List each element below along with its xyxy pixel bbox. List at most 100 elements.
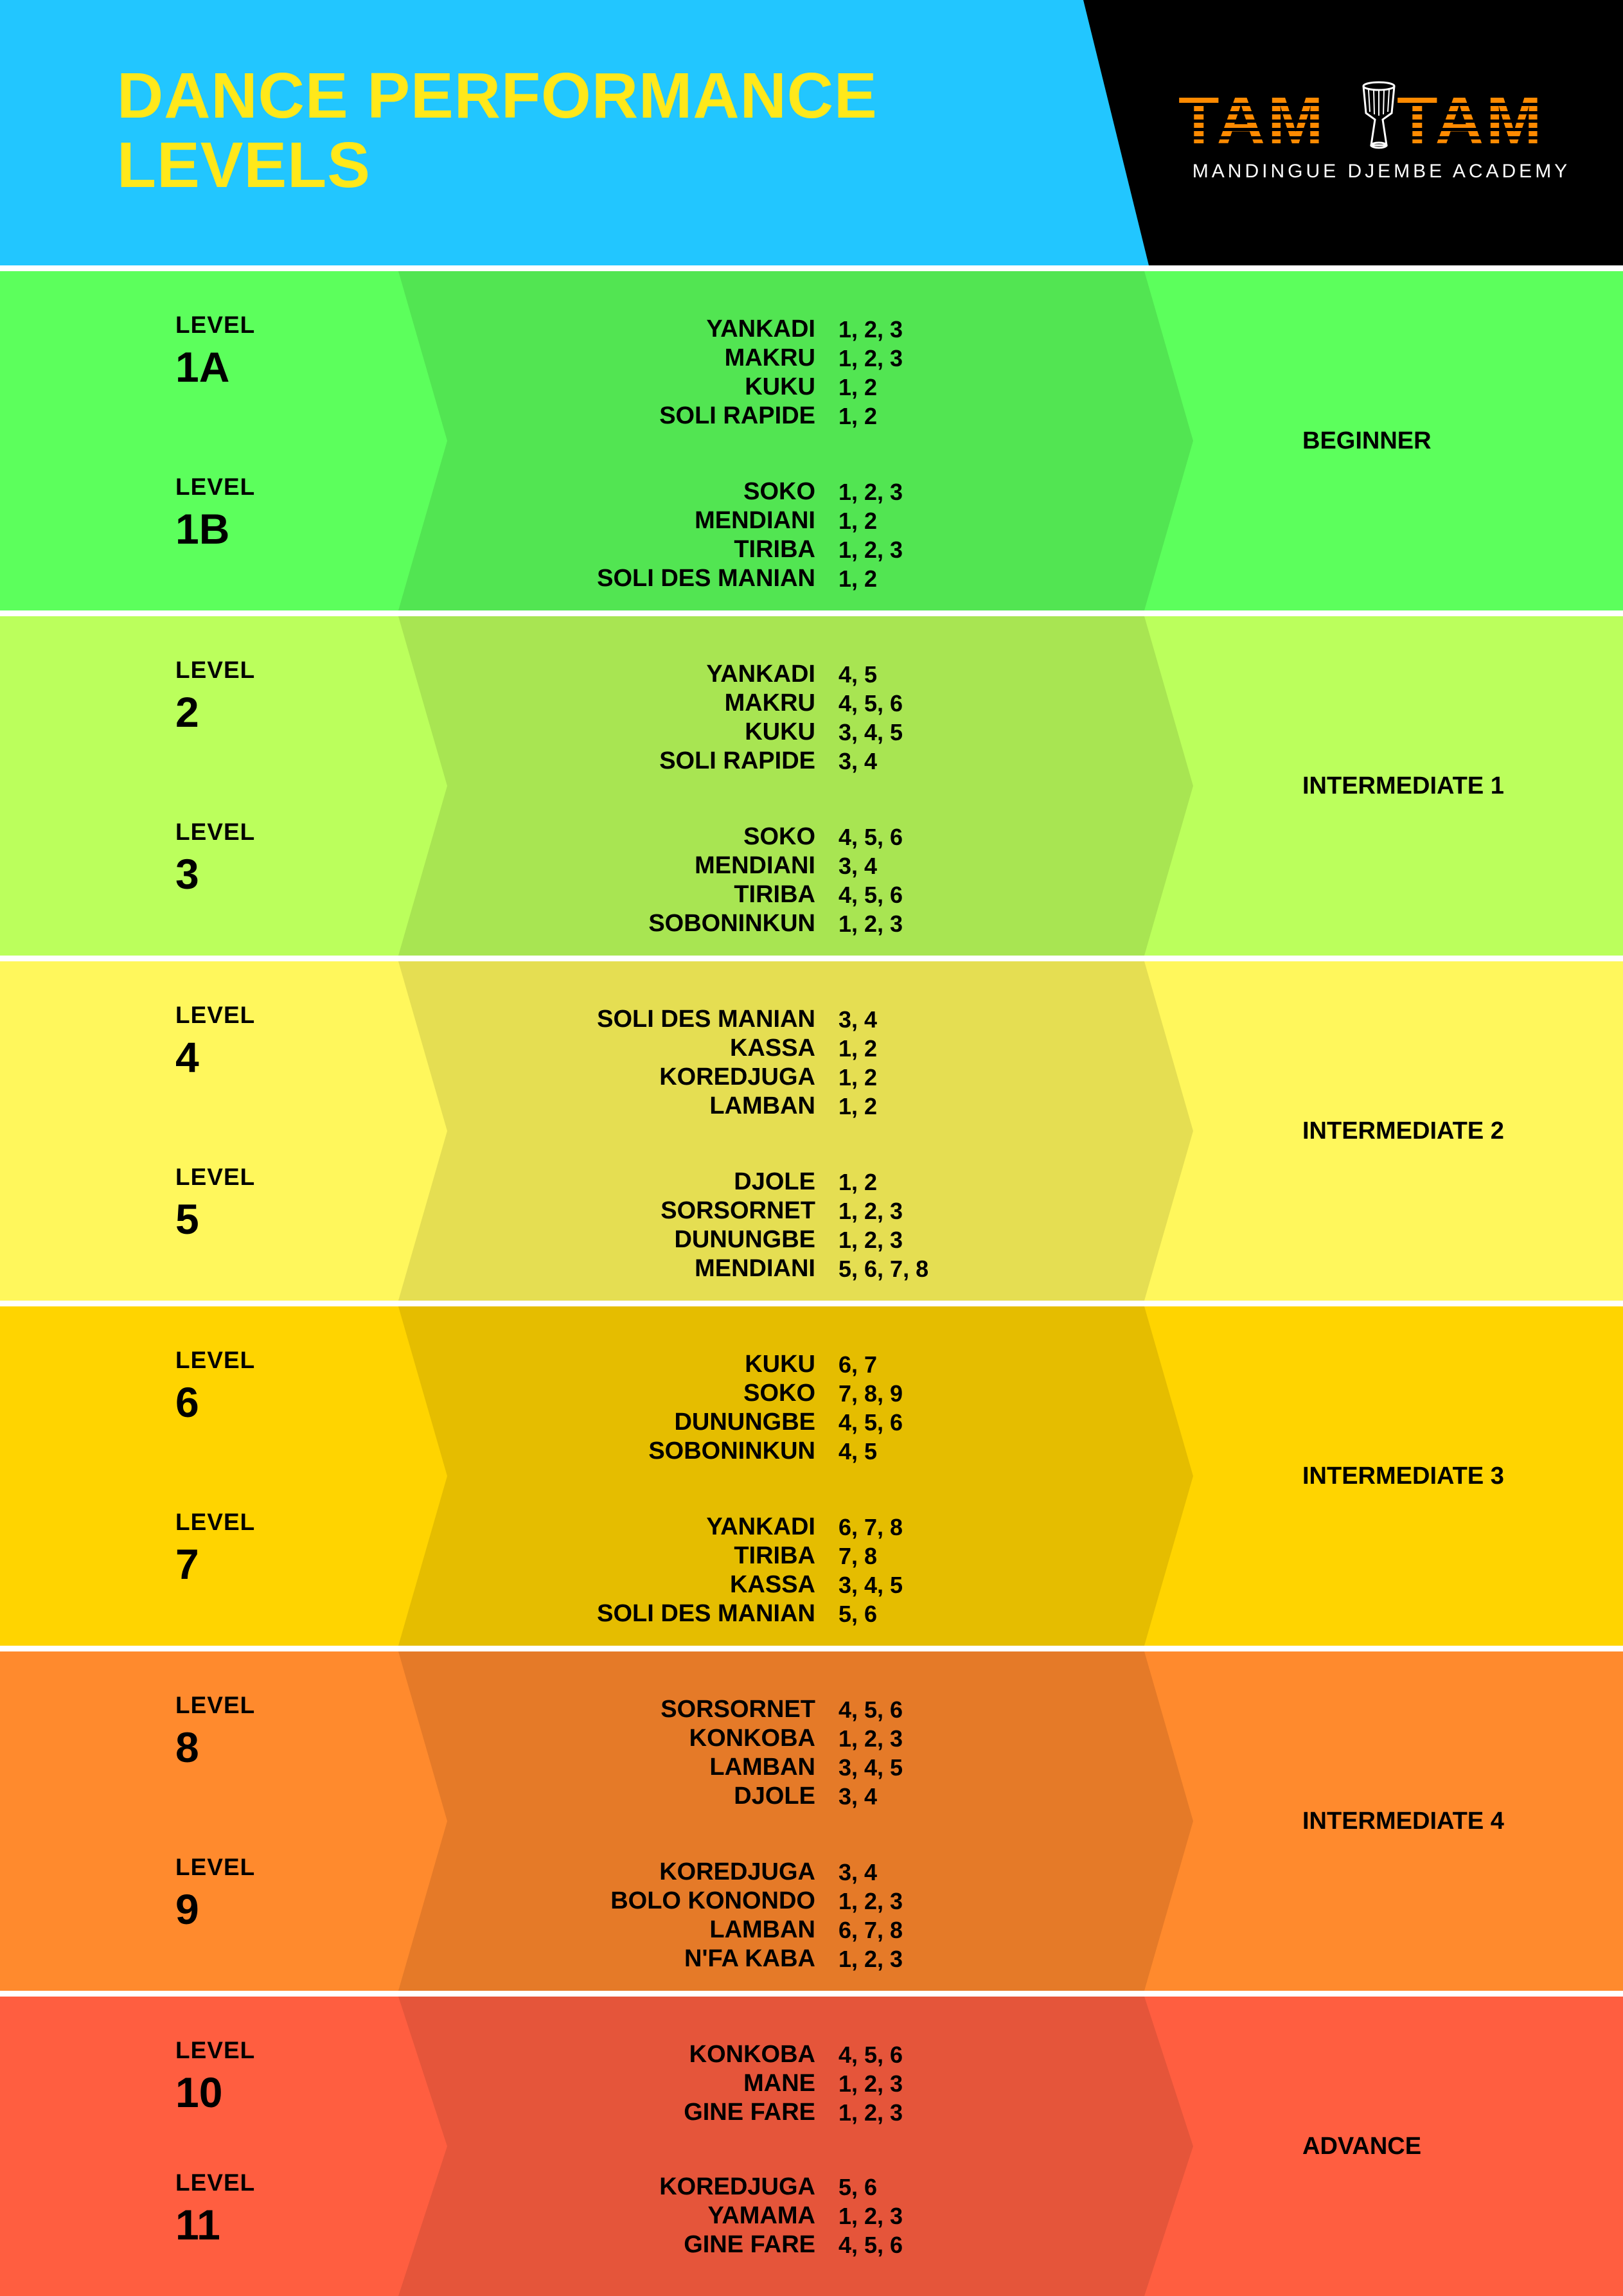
chevron-fill xyxy=(398,961,1193,1301)
dance-parts: 1, 2 xyxy=(838,403,878,429)
djembe-drum-icon xyxy=(1362,81,1396,149)
dance-parts: 1, 2, 3 xyxy=(838,316,903,343)
level-word: LEVEL xyxy=(175,1347,256,1373)
dance-name: KASSA xyxy=(729,1035,815,1062)
chevron-fill xyxy=(398,271,1193,610)
dance-row: LAMBAN 6, 7, 8 xyxy=(0,1916,1623,1944)
dance-parts: 1, 2, 3 xyxy=(838,911,903,937)
dance-row: KASSA 3, 4, 5 xyxy=(0,1571,1623,1599)
dance-parts: 3, 4 xyxy=(838,748,878,774)
dance-row: KOREDJUGA 1, 2 xyxy=(0,1063,1623,1092)
dance-parts: 4, 5, 6 xyxy=(838,2042,903,2068)
dance-parts: 4, 5, 6 xyxy=(838,1696,903,1723)
level-number: 11 xyxy=(175,2201,220,2248)
dance-parts: 4, 5 xyxy=(838,661,878,688)
dance-parts: 1, 2 xyxy=(838,565,878,592)
dance-row: MAKRU 4, 5, 6 xyxy=(0,689,1623,718)
dance-row: YANKADI 1, 2, 3 xyxy=(0,315,1623,344)
dance-parts: 1, 2, 3 xyxy=(838,345,903,371)
dance-name: SOLI RAPIDE xyxy=(659,747,815,774)
dance-parts: 3, 4 xyxy=(838,1006,878,1033)
dance-parts: 7, 8 xyxy=(838,1543,878,1569)
dance-parts: 6, 7, 8 xyxy=(838,1514,903,1540)
dance-row: SORSORNET 1, 2, 3 xyxy=(0,1197,1623,1225)
dance-name: MAKRU xyxy=(724,690,815,716)
dance-name: TIRIBA xyxy=(734,536,815,563)
title-line-2: LEVELS xyxy=(117,129,371,201)
dance-name: BOLO KONONDO xyxy=(610,1887,815,1914)
level-number: 7 xyxy=(175,1540,199,1588)
dance-parts: 3, 4, 5 xyxy=(838,719,903,745)
dance-name: SOLI DES MANIAN xyxy=(597,1600,815,1627)
dance-name: MENDIANI xyxy=(695,852,815,879)
category-label: ADVANCE xyxy=(1302,2133,1422,2160)
chevron-fill xyxy=(398,1997,1193,2296)
dance-parts: 1, 2, 3 xyxy=(838,1198,903,1224)
dance-row: KUKU 3, 4, 5 xyxy=(0,718,1623,747)
dance-name: N'FA KABA xyxy=(684,1945,815,1972)
dance-parts: 6, 7, 8 xyxy=(838,1917,903,1943)
dance-row: SOBONINKUN 1, 2, 3 xyxy=(0,909,1623,938)
level-word: LEVEL xyxy=(175,1854,256,1880)
chevron-arrow-shape xyxy=(398,961,1193,1301)
category-label: INTERMEDIATE 3 xyxy=(1302,1463,1504,1490)
chevron-arrow-shape xyxy=(398,271,1193,610)
dance-row: KASSA 1, 2 xyxy=(0,1034,1623,1063)
dance-row: LAMBAN 1, 2 xyxy=(0,1092,1623,1121)
chevron-fill xyxy=(398,616,1193,956)
dance-parts: 4, 5, 6 xyxy=(838,2232,903,2258)
dance-row: MAKRU 1, 2, 3 xyxy=(0,344,1623,373)
dance-name: KONKOBA xyxy=(689,1725,815,1752)
dance-parts: 4, 5, 6 xyxy=(838,882,903,908)
dance-row: N'FA KABA 1, 2, 3 xyxy=(0,1944,1623,1973)
dance-row: BOLO KONONDO 1, 2, 3 xyxy=(0,1887,1623,1916)
dance-parts: 1, 2, 3 xyxy=(838,1227,903,1253)
dance-parts: 7, 8, 9 xyxy=(838,1380,903,1407)
level-band: LEVEL 6 KUKU 6, 7 SOKO 7, 8, 9 DUNUNGBE 4, 5, 6… xyxy=(0,1306,1623,1646)
level-label: LEVEL 8 xyxy=(175,1693,255,1770)
dance-name: SORSORNET xyxy=(661,1197,815,1224)
chevron-arrow-shape xyxy=(398,616,1193,956)
level-label: LEVEL 3 xyxy=(175,819,255,898)
dance-name: DJOLE xyxy=(734,1168,815,1195)
dance-row: DUNUNGBE 1, 2, 3 xyxy=(0,1225,1623,1254)
dance-name: SOBONINKUN xyxy=(648,1437,815,1464)
category-label: INTERMEDIATE 2 xyxy=(1302,1117,1504,1144)
dance-row: MENDIANI 1, 2 xyxy=(0,506,1623,535)
dance-parts: 1, 2, 3 xyxy=(838,1725,903,1752)
level-label: LEVEL 1B xyxy=(175,474,256,552)
dance-name: SOLI DES MANIAN xyxy=(597,565,815,592)
dance-row: YANKADI 6, 7, 8 xyxy=(0,1513,1623,1542)
dance-parts: 1, 2 xyxy=(838,1169,878,1195)
dance-row: TIRIBA 4, 5, 6 xyxy=(0,880,1623,909)
level-word: LEVEL xyxy=(175,474,256,500)
dance-row: TIRIBA 7, 8 xyxy=(0,1542,1623,1571)
dance-name: GINE FARE xyxy=(684,2099,815,2126)
dance-name: SOKO xyxy=(743,1380,815,1407)
dance-name: MANE xyxy=(743,2070,815,2097)
level-label: LEVEL 4 xyxy=(175,1002,255,1080)
dance-name: KUKU xyxy=(745,373,815,400)
dance-parts: 1, 2, 3 xyxy=(838,2099,903,2126)
dance-parts: 1, 2 xyxy=(838,1035,878,1062)
dance-name: YANKADI xyxy=(706,661,815,688)
level-band: LEVEL 2 YANKADI 4, 5 MAKRU 4, 5, 6 KUKU 3, 4, 5… xyxy=(0,616,1623,956)
dance-row: DJOLE 1, 2 xyxy=(0,1168,1623,1197)
dance-row: SORSORNET 4, 5, 6 xyxy=(0,1695,1623,1724)
level-word: LEVEL xyxy=(175,1002,256,1028)
header-blue-panel xyxy=(0,0,1149,265)
level-band: LEVEL 8 SORSORNET 4, 5, 6 KONKOBA 1, 2, 3 LAMB… xyxy=(0,1651,1623,1991)
dance-row: KUKU 6, 7 xyxy=(0,1350,1623,1379)
dance-row: SOLI DES MANIAN 5, 6 xyxy=(0,1599,1623,1628)
dance-name: YANKADI xyxy=(706,316,815,343)
dance-row: KONKOBA 1, 2, 3 xyxy=(0,1724,1623,1753)
chevron-arrow-shape xyxy=(398,1997,1193,2296)
level-word: LEVEL xyxy=(175,1692,256,1718)
dance-row: SOLI DES MANIAN 3, 4 xyxy=(0,1005,1623,1034)
level-number: 3 xyxy=(175,850,199,898)
level-word: LEVEL xyxy=(175,657,256,683)
dance-name: TIRIBA xyxy=(734,1542,815,1569)
level-band: LEVEL 1A YANKADI 1, 2, 3 MAKRU 1, 2, 3 KUKU 1, … xyxy=(0,271,1623,610)
dance-parts: 3, 4, 5 xyxy=(838,1572,903,1598)
dance-row: TIRIBA 1, 2, 3 xyxy=(0,535,1623,564)
